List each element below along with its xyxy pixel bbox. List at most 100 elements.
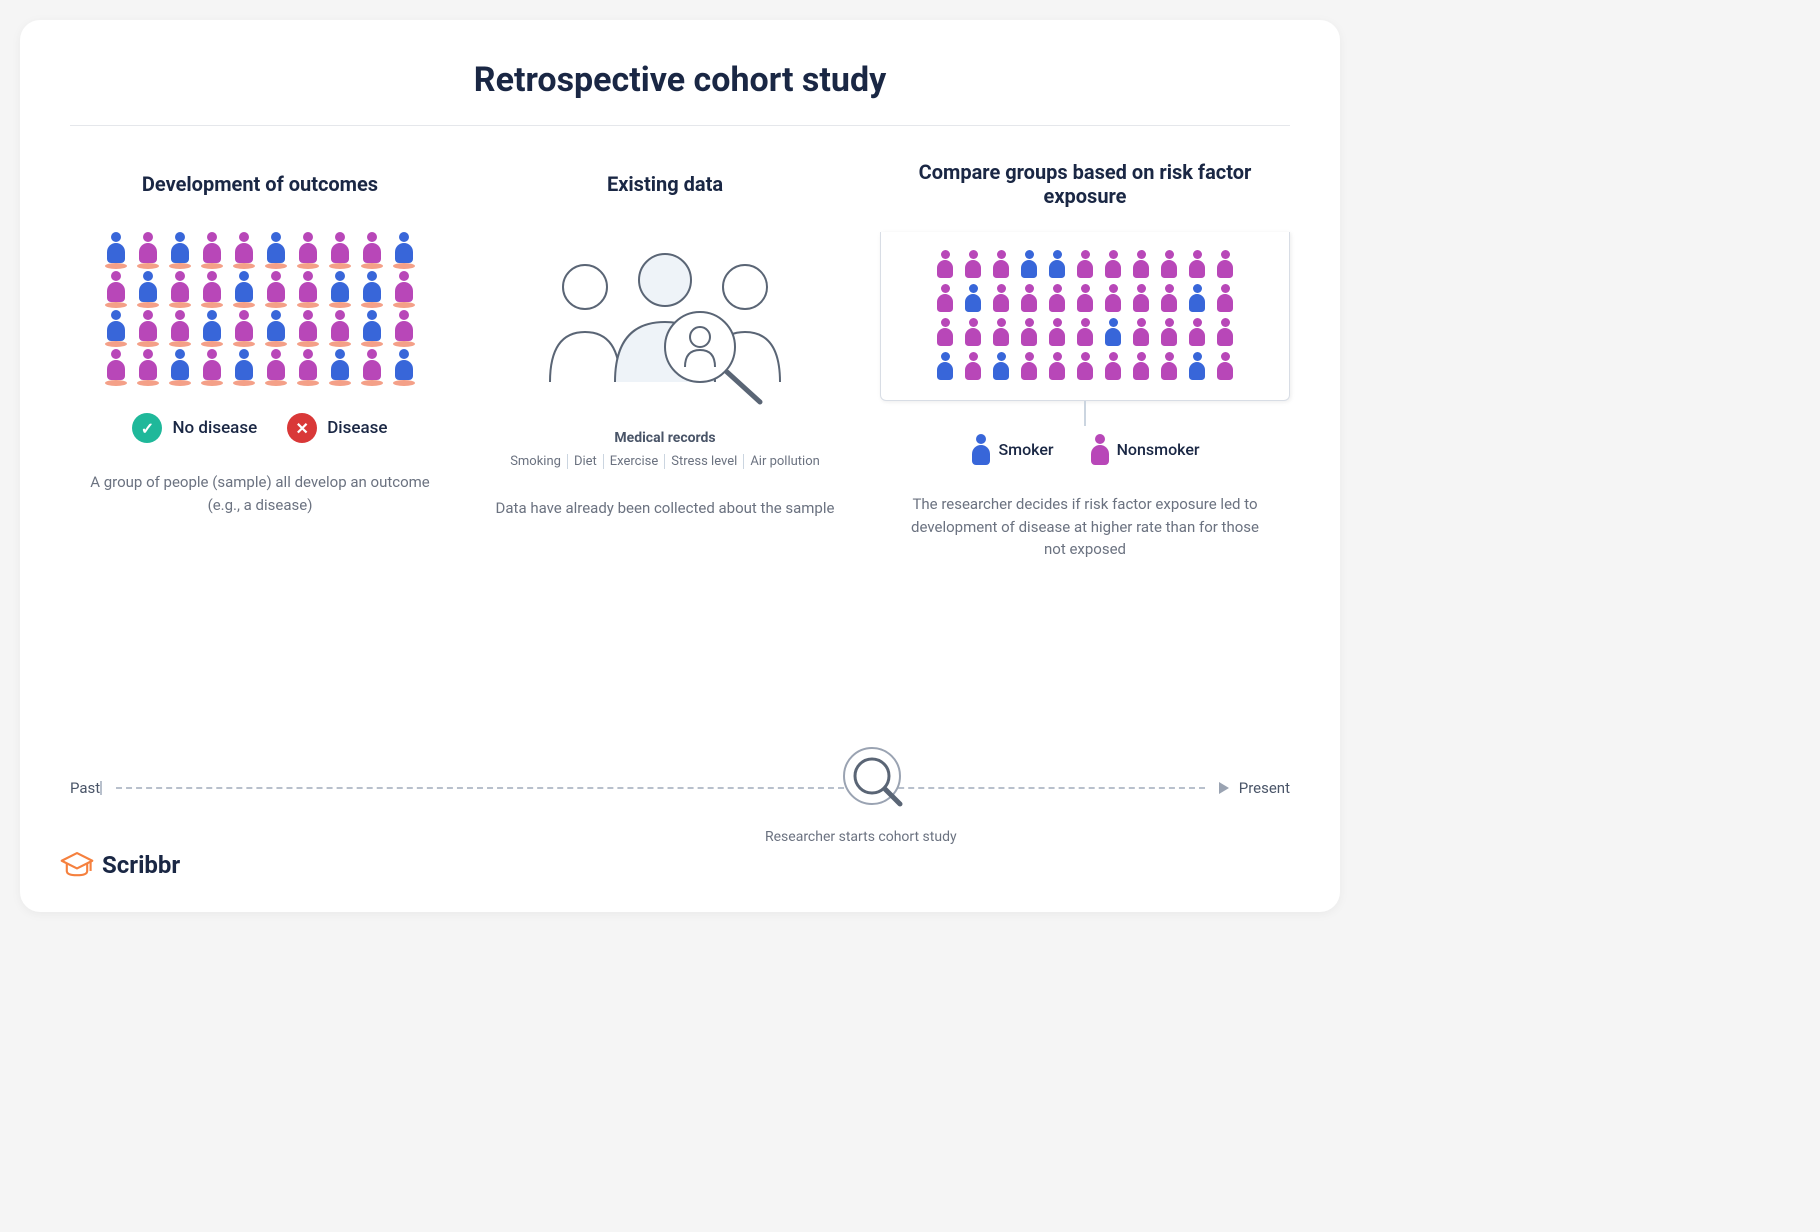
person-icon xyxy=(1102,250,1124,278)
person-icon xyxy=(1018,284,1040,312)
person-icon xyxy=(990,352,1012,380)
person-icon xyxy=(962,250,984,278)
person-icon xyxy=(232,271,256,302)
person-icon xyxy=(1130,250,1152,278)
timeline-line xyxy=(116,787,1205,789)
record-item: Smoking xyxy=(504,454,568,469)
person-icon xyxy=(392,271,416,302)
person-icon xyxy=(200,232,224,263)
legend-nonsmoker-item: Nonsmoker xyxy=(1089,434,1200,465)
person-icon xyxy=(296,349,320,380)
person-icon xyxy=(1089,434,1111,465)
person-icon xyxy=(1046,250,1068,278)
person-icon xyxy=(264,349,288,380)
person-icon xyxy=(360,349,384,380)
person-icon xyxy=(1130,352,1152,380)
person-icon xyxy=(962,284,984,312)
connector-line xyxy=(1084,401,1086,426)
person-icon xyxy=(962,352,984,380)
person-icon xyxy=(360,271,384,302)
person-icon xyxy=(392,232,416,263)
person-icon xyxy=(328,349,352,380)
person-icon xyxy=(200,310,224,341)
record-item: Diet xyxy=(568,454,604,469)
check-icon: ✓ xyxy=(132,413,162,443)
magnifier-icon xyxy=(840,744,910,814)
person-icon xyxy=(970,434,992,465)
person-icon xyxy=(328,310,352,341)
person-icon xyxy=(1186,318,1208,346)
record-item: Stress level xyxy=(665,454,744,469)
infographic-card: Retrospective cohort study Development o… xyxy=(20,20,1340,912)
legend-label: No disease xyxy=(172,418,257,438)
person-icon xyxy=(264,232,288,263)
person-icon xyxy=(104,310,128,341)
person-icon xyxy=(1074,284,1096,312)
person-icon xyxy=(1158,284,1180,312)
person-icon xyxy=(104,271,128,302)
person-icon xyxy=(1186,352,1208,380)
person-icon xyxy=(1186,250,1208,278)
person-icon xyxy=(232,310,256,341)
column-title-right: Compare groups based on risk factor expo… xyxy=(880,156,1290,212)
timeline-tick xyxy=(100,781,102,795)
person-icon xyxy=(136,271,160,302)
person-icon xyxy=(296,310,320,341)
timeline-past: Past xyxy=(70,779,100,797)
person-icon xyxy=(1018,318,1040,346)
person-icon xyxy=(1018,352,1040,380)
columns: Development of outcomes ✓ No disease ✕ D… xyxy=(70,156,1290,561)
timeline: Past Present Researcher starts cohort st… xyxy=(70,779,1290,797)
people-search-icon xyxy=(515,242,815,422)
person-icon xyxy=(934,250,956,278)
person-icon xyxy=(934,352,956,380)
person-icon xyxy=(1186,284,1208,312)
person-icon xyxy=(990,318,1012,346)
arrow-icon xyxy=(1219,782,1229,794)
records-list: SmokingDietExerciseStress levelAir pollu… xyxy=(504,454,826,469)
person-icon xyxy=(136,310,160,341)
person-icon xyxy=(1158,250,1180,278)
people-grid-left xyxy=(70,232,450,388)
desc-left: A group of people (sample) all develop a… xyxy=(80,471,440,516)
column-title-left: Development of outcomes xyxy=(142,156,378,212)
person-icon xyxy=(392,310,416,341)
legend-outcomes: ✓ No disease ✕ Disease xyxy=(132,413,387,443)
person-icon xyxy=(168,349,192,380)
legend-label: Disease xyxy=(327,418,387,438)
person-icon xyxy=(1074,318,1096,346)
person-icon xyxy=(1214,318,1236,346)
person-icon xyxy=(296,271,320,302)
person-icon xyxy=(136,349,160,380)
legend-label: Smoker xyxy=(998,440,1053,459)
graduation-cap-icon xyxy=(60,848,94,882)
person-icon xyxy=(990,250,1012,278)
person-icon xyxy=(328,271,352,302)
person-icon xyxy=(1102,284,1124,312)
scribbr-logo: Scribbr xyxy=(60,848,180,882)
person-icon xyxy=(1046,284,1068,312)
timeline-caption: Researcher starts cohort study xyxy=(765,829,957,845)
person-icon xyxy=(360,310,384,341)
legend-disease: ✕ Disease xyxy=(287,413,387,443)
person-icon xyxy=(1130,318,1152,346)
person-icon xyxy=(200,271,224,302)
record-item: Air pollution xyxy=(744,454,825,469)
column-outcomes: Development of outcomes ✓ No disease ✕ D… xyxy=(70,156,450,561)
person-icon xyxy=(200,349,224,380)
person-icon xyxy=(1074,250,1096,278)
person-icon xyxy=(168,310,192,341)
person-icon xyxy=(1046,352,1068,380)
person-icon xyxy=(1046,318,1068,346)
person-icon xyxy=(104,232,128,263)
people-grid-right xyxy=(895,250,1275,380)
desc-mid: Data have already been collected about t… xyxy=(496,497,835,520)
x-icon: ✕ xyxy=(287,413,317,443)
legend-label: Nonsmoker xyxy=(1117,440,1200,459)
person-icon xyxy=(104,349,128,380)
person-icon xyxy=(962,318,984,346)
main-title: Retrospective cohort study xyxy=(70,60,1290,100)
person-icon xyxy=(1214,250,1236,278)
person-icon xyxy=(168,232,192,263)
person-icon xyxy=(264,310,288,341)
